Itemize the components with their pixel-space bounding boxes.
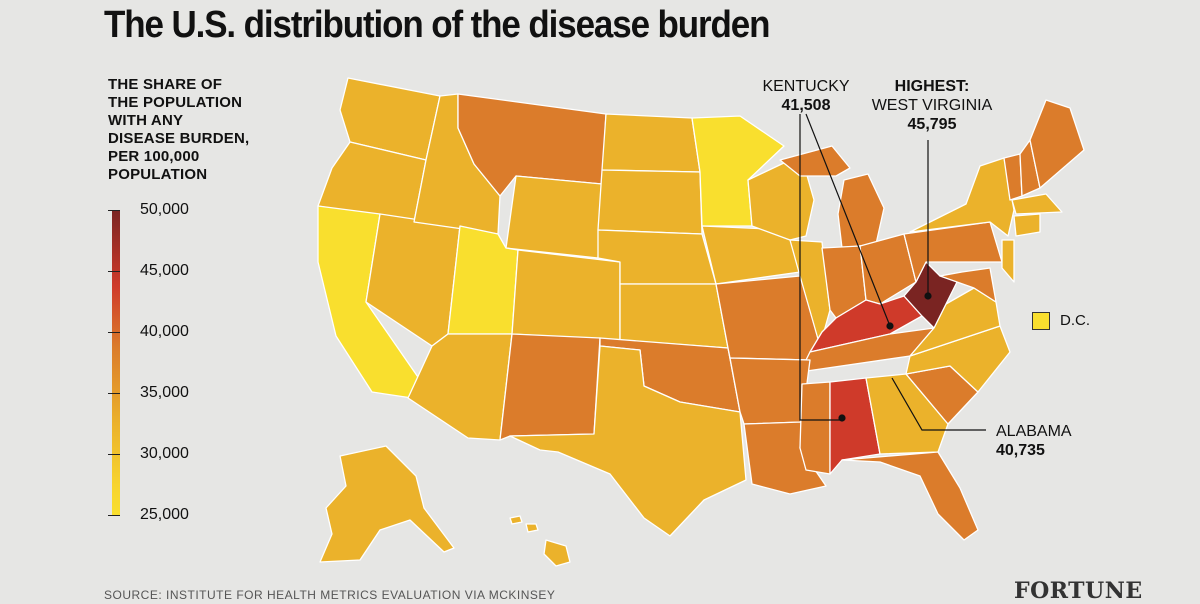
state-arizona (407, 333, 513, 441)
state-alaska (319, 445, 455, 563)
state-alabama (829, 377, 881, 475)
state-maryland (939, 267, 997, 303)
state-new-jersey (1001, 239, 1015, 283)
state-florida (841, 451, 979, 541)
state-mississippi (799, 381, 831, 475)
state-texas (509, 345, 747, 537)
west-virginia-prefix: HIGHEST: (894, 78, 970, 95)
kentucky-annotation: KENTUCKY 41,508 (756, 77, 856, 115)
kentucky-marker-line (805, 113, 891, 327)
legend-tick-label: 25,000 (140, 506, 189, 523)
state-new-york (909, 157, 1015, 237)
legend-tick (108, 393, 120, 394)
legend-tick (108, 515, 120, 516)
state-georgia (865, 373, 949, 455)
kentucky-leader-line (799, 114, 842, 421)
source-note: SOURCE: INSTITUTE FOR HEALTH METRICS EVA… (104, 588, 556, 602)
legend-title-line: THE SHARE OF (108, 76, 223, 93)
legend-title-line: POPULATION (108, 166, 208, 183)
legend-tick-label: 50,000 (140, 201, 189, 218)
west-virginia-name: WEST VIRGINIA (871, 97, 993, 114)
state-kansas (619, 283, 729, 349)
legend-tick (108, 210, 120, 211)
legend-tick-label: 40,000 (140, 323, 189, 340)
state-new-mexico (499, 333, 601, 441)
state-north-dakota (601, 113, 701, 173)
legend-title-line: PER 100,000 (108, 148, 200, 165)
kentucky-marker (886, 322, 894, 330)
kentucky-value: 41,508 (781, 97, 831, 114)
alabama-name: ALABAMA (996, 423, 1072, 440)
west-virginia-marker (924, 292, 932, 300)
dc-swatch (1032, 312, 1050, 330)
state-arkansas (729, 357, 811, 425)
legend-tick-label: 35,000 (140, 384, 189, 401)
legend-tick-label: 30,000 (140, 445, 189, 462)
alabama-leader-line (891, 377, 986, 431)
state-michigan (779, 145, 851, 177)
west-virginia-value: 45,795 (907, 116, 957, 133)
legend-title-line: DISEASE BURDEN, (108, 130, 250, 147)
legend-title-line: THE POPULATION (108, 94, 243, 111)
state-connecticut (1013, 213, 1041, 237)
page-title: The U.S. distribution of the disease bur… (104, 4, 770, 46)
state-maine (1029, 99, 1085, 189)
alabama-value: 40,735 (996, 442, 1045, 459)
state-hawaii-islands (509, 515, 523, 525)
state-massachusetts (1011, 193, 1063, 215)
state-south-dakota (597, 169, 703, 235)
legend-tick-label: 45,000 (140, 262, 189, 279)
alabama-annotation: ALABAMA 40,735 (996, 422, 1072, 460)
state-wyoming (505, 175, 603, 259)
legend-tick (108, 454, 120, 455)
legend-tick (108, 332, 120, 333)
state-hawaii (543, 539, 571, 567)
fortune-logo: FORTUNE (1014, 578, 1143, 604)
alabama-marker (838, 414, 846, 422)
state-hawaii-islands (525, 523, 539, 533)
state-colorado (511, 249, 621, 341)
west-virginia-annotation: HIGHEST: WEST VIRGINIA 45,795 (862, 77, 1002, 134)
legend-title-line: WITH ANY (108, 112, 184, 129)
legend-tick (108, 271, 120, 272)
legend-title: THE SHARE OF THE POPULATION WITH ANY DIS… (108, 76, 308, 184)
dc-label: D.C. (1060, 312, 1090, 329)
kentucky-name: KENTUCKY (762, 78, 850, 95)
legend-color-ramp (112, 210, 120, 516)
